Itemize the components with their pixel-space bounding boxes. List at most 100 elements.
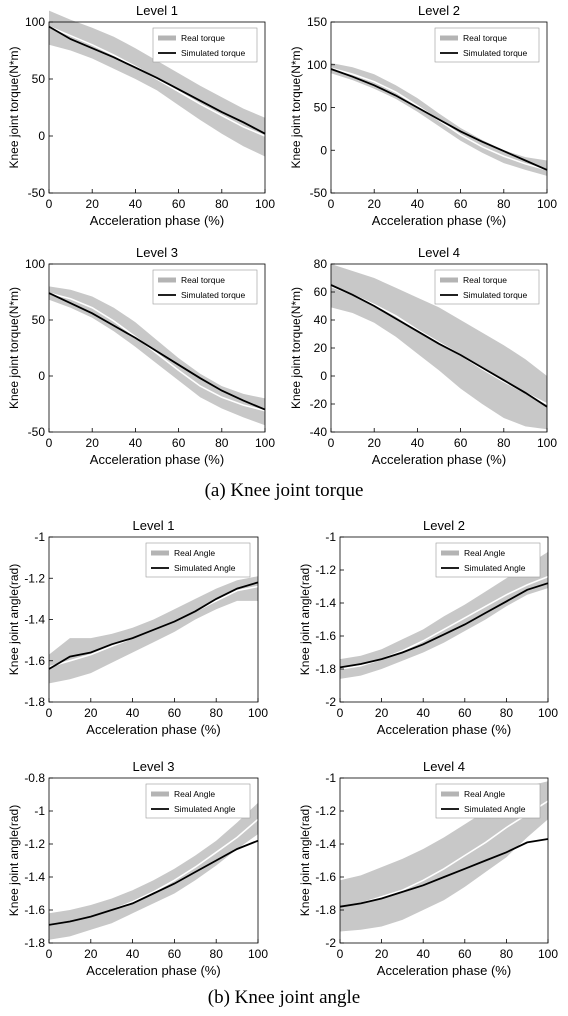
simulated-line (330, 68, 548, 171)
legend: Real torque Simulated torque (152, 27, 258, 63)
y-tick-label: -1.2 (315, 804, 336, 818)
x-tick-label: 40 (417, 947, 431, 961)
caption-knee-joint-torque: (a) Knee joint torque (204, 480, 364, 501)
x-tick-label: 20 (368, 197, 382, 211)
x-tick-label: 40 (411, 436, 425, 450)
y-tick-label: -20 (310, 397, 328, 411)
x-tick-label: 40 (129, 436, 143, 450)
y-tick-label: 0 (38, 129, 45, 143)
legend-label-real: Real Angle (464, 548, 505, 558)
x-axis-label: Acceleration phase (%) (90, 452, 224, 467)
y-tick-label: -2 (325, 936, 336, 950)
axes-frame (48, 21, 266, 194)
y-tick-label: -1.4 (24, 613, 45, 627)
legend: Real torque Simulated torque (152, 269, 258, 305)
x-axis-label: Acceleration phase (%) (90, 213, 224, 228)
legend-label-simulated: Simulated Angle (464, 563, 526, 573)
x-tick-label: 80 (215, 197, 229, 211)
chart-panel-7: Level 3 0 20 40 60 80 100 -1.8 -1.6 -1.4 -1.2 -1 -0.… (7, 759, 268, 978)
real-data-band (49, 286, 265, 426)
legend-label-simulated: Simulated Angle (174, 563, 236, 573)
legend-label-simulated: Simulated torque (463, 48, 528, 58)
x-tick-label: 60 (168, 706, 182, 720)
y-tick-label: -2 (325, 695, 336, 709)
y-axis-label: Knee joint torque(N*m) (7, 287, 21, 409)
y-tick-label: 20 (314, 341, 328, 355)
x-tick-label: 80 (497, 436, 511, 450)
chart-panel-6: Level 2 0 20 40 60 80 100 -2 -1.8 -1.6 -1.4 -1.2 -1 A… (298, 518, 558, 737)
x-tick-label: 100 (248, 947, 268, 961)
legend-box (152, 269, 258, 305)
legend-label-real: Real Angle (174, 789, 215, 799)
legend-label-real: Real torque (181, 275, 225, 285)
axes-frame (48, 777, 259, 944)
simulated-line (48, 581, 259, 670)
legend-box (152, 27, 258, 63)
chart-panel-5: Level 1 0 20 40 60 80 100 -1.8 -1.6 -1.4 -1.2 -1 Acc… (7, 518, 268, 737)
x-tick-label: 40 (411, 197, 425, 211)
simulated-line (48, 839, 259, 926)
y-tick-label: -1.4 (24, 870, 45, 884)
real-data-band (49, 802, 258, 940)
y-axis-label: Knee joint angle(rad) (7, 805, 21, 916)
real-mean-line (48, 292, 266, 412)
y-tick-label: 50 (32, 72, 46, 86)
x-tick-label: 0 (337, 947, 344, 961)
axes-frame (339, 777, 549, 944)
chart-title: Level 3 (133, 759, 175, 774)
y-tick-label: -0.8 (24, 771, 45, 785)
legend-box (435, 783, 541, 819)
y-tick-label: -1.2 (315, 563, 336, 577)
y-axis-label: Knee joint angle(rad) (298, 564, 312, 675)
real-data-band (340, 551, 548, 679)
x-tick-label: 40 (417, 706, 431, 720)
legend-label-simulated: Simulated torque (181, 290, 246, 300)
y-tick-label: -1 (34, 530, 45, 544)
x-axis-label: Acceleration phase (%) (86, 963, 220, 978)
x-tick-label: 80 (500, 706, 514, 720)
legend-label-simulated: Simulated Angle (174, 804, 236, 814)
x-tick-label: 0 (46, 947, 53, 961)
x-tick-label: 80 (497, 197, 511, 211)
x-tick-label: 100 (248, 706, 268, 720)
chart-title: Level 2 (423, 518, 465, 533)
y-tick-label: -40 (310, 425, 328, 439)
legend-label-simulated: Simulated torque (181, 48, 246, 58)
legend-box (145, 783, 251, 819)
y-tick-label: 60 (314, 285, 328, 299)
y-tick-label: 80 (314, 257, 328, 271)
y-tick-label: 50 (32, 313, 46, 327)
real-mean-line (339, 800, 549, 908)
legend-label-simulated: Simulated torque (463, 290, 528, 300)
y-tick-label: -1.8 (24, 695, 45, 709)
chart-panel-2: Level 20 20 40 60 80 100-50050100150Accelerat… (289, 3, 557, 228)
simulated-line (48, 25, 266, 135)
x-tick-label: 40 (126, 947, 140, 961)
y-tick-label: -50 (28, 425, 46, 439)
x-tick-label: 0 (328, 436, 335, 450)
axes-frame (48, 263, 266, 433)
y-tick-label: -1.8 (315, 662, 336, 676)
simulated-line (339, 582, 549, 669)
x-tick-label: 0 (46, 706, 53, 720)
x-tick-label: 100 (255, 197, 275, 211)
x-tick-label: 100 (537, 436, 557, 450)
y-tick-label: -1.2 (24, 571, 45, 585)
x-tick-label: 20 (375, 706, 389, 720)
x-tick-label: 20 (84, 706, 98, 720)
axes-frame (339, 536, 549, 703)
y-tick-label: -1.6 (24, 654, 45, 668)
legend: Real Angle Simulated Angle (145, 783, 251, 819)
real-mean-line (48, 25, 266, 137)
x-tick-label: 60 (168, 947, 182, 961)
chart-title: Level 4 (418, 245, 460, 260)
legend-label-real: Real Angle (174, 548, 215, 558)
chart-panel-1: Level 10 20 40 60 80 100-50050100Acceleration… (7, 3, 275, 228)
x-axis-label: Acceleration phase (%) (377, 963, 511, 978)
y-tick-label: -1.8 (24, 936, 45, 950)
chart-panel-3: Level 30 20 40 60 80 100-50050100Acceleration… (7, 245, 275, 467)
chart-title: Level 1 (136, 3, 178, 18)
y-tick-label: 100 (25, 15, 45, 29)
y-tick-label: -1 (325, 771, 336, 785)
y-tick-label: -1.4 (315, 837, 336, 851)
